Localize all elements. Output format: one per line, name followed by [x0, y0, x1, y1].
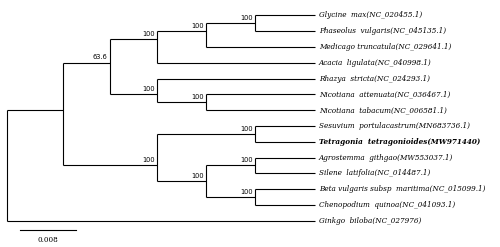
Text: 100: 100	[142, 31, 154, 37]
Text: 100: 100	[240, 157, 253, 163]
Text: 100: 100	[142, 157, 154, 163]
Text: Silene  latifolia(NC_014487.1): Silene latifolia(NC_014487.1)	[318, 169, 430, 177]
Text: 100: 100	[192, 23, 204, 29]
Text: 100: 100	[240, 125, 253, 131]
Text: 100: 100	[192, 94, 204, 100]
Text: Medicago truncatula(NC_029641.1): Medicago truncatula(NC_029641.1)	[318, 43, 451, 51]
Text: 63.6: 63.6	[93, 54, 108, 61]
Text: 100: 100	[192, 173, 204, 179]
Text: Acacia  ligulata(NC_040998.1): Acacia ligulata(NC_040998.1)	[318, 59, 432, 67]
Text: Chenopodium  quinoa(NC_041093.1): Chenopodium quinoa(NC_041093.1)	[318, 201, 455, 209]
Text: Nicotiana  attenuata(NC_036467.1): Nicotiana attenuata(NC_036467.1)	[318, 90, 450, 98]
Text: 100: 100	[240, 189, 253, 195]
Text: Phaseolus  vulgaris(NC_045135.1): Phaseolus vulgaris(NC_045135.1)	[318, 27, 446, 35]
Text: Glycine  max(NC_020455.1): Glycine max(NC_020455.1)	[318, 11, 422, 20]
Text: 100: 100	[142, 86, 154, 92]
Text: Ginkgo  biloba(NC_027976): Ginkgo biloba(NC_027976)	[318, 217, 421, 225]
Text: Sesuvium  portulacastrum(MN683736.1): Sesuvium portulacastrum(MN683736.1)	[318, 122, 470, 130]
Text: Tetragonia  tetragonioides(MW971440): Tetragonia tetragonioides(MW971440)	[318, 138, 480, 146]
Text: Nicotiana  tabacum(NC_006581.1): Nicotiana tabacum(NC_006581.1)	[318, 106, 446, 114]
Text: Agrostemma  githgao(MW553037.1): Agrostemma githgao(MW553037.1)	[318, 154, 453, 162]
Text: 0.008: 0.008	[38, 236, 58, 244]
Text: Beta vulgaris subsp  maritima(NC_015099.1): Beta vulgaris subsp maritima(NC_015099.1…	[318, 185, 485, 193]
Text: 100: 100	[240, 15, 253, 21]
Text: Rhazya  stricta(NC_024293.1): Rhazya stricta(NC_024293.1)	[318, 75, 430, 82]
